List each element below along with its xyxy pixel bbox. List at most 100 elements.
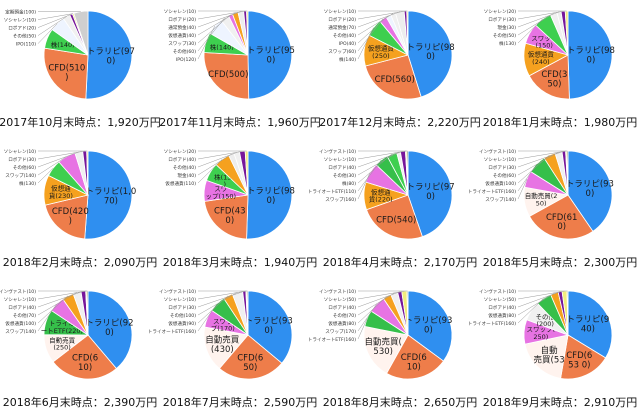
slice-tora bbox=[567, 150, 613, 232]
slice-label-auto: 自動売買(530) bbox=[365, 337, 402, 357]
slice-label-tora: トラリピ(92 0) bbox=[85, 318, 133, 337]
chart-title: 2018年6月末時点：2,390万円 bbox=[3, 395, 157, 409]
slice-label-rogo: ロボアド(30) bbox=[168, 304, 196, 311]
leader-line bbox=[37, 290, 87, 300]
slice-label-tsujo: 通常預金(70) bbox=[328, 24, 356, 31]
slice-label-etf: トライオートETF(160) bbox=[468, 321, 516, 327]
slice-label-swap: スワップ(150) bbox=[531, 34, 558, 49]
slice-label-sonota: その他(70) bbox=[333, 312, 356, 319]
leader-line bbox=[37, 151, 79, 168]
slice-label-tora: トラリピ(1,0 70) bbox=[85, 187, 136, 206]
leader-line bbox=[357, 318, 368, 340]
pie-chart-5: トラリピ(1,0 70)CFD(420) 仮想通貨(230) ソシャレン(10)ロボア… bbox=[3, 149, 157, 269]
slice-label-rogo: ロボアド(20) bbox=[8, 25, 36, 32]
chart-title: 2018年8月末時点：2,650万円 bbox=[323, 395, 477, 409]
slice-label-swap: スワップ(150) bbox=[206, 185, 236, 200]
slice-tora bbox=[247, 10, 293, 100]
leader-line bbox=[37, 23, 58, 44]
slice-label-cfd: CFD(3 50) bbox=[541, 70, 567, 89]
slice-label-auto: 自動売買(53 bbox=[534, 345, 565, 365]
slice-label-sonota: その他(200) bbox=[535, 312, 555, 328]
slice-label-ipo: IPO(40) bbox=[339, 41, 356, 47]
leader-line bbox=[37, 290, 84, 308]
slice-label-rogo: ロボアド(30) bbox=[8, 156, 36, 163]
leader-line bbox=[197, 25, 216, 60]
slice-label-kabu: 株(130) bbox=[214, 172, 235, 188]
slice-label-tora: トラリピ(98 0) bbox=[247, 187, 295, 206]
slice-label-inbesu: インヴァスト(10) bbox=[479, 288, 516, 295]
slice-label-sonyban: ソシャレン(10) bbox=[164, 9, 197, 15]
leader-line bbox=[357, 27, 374, 60]
leader-line bbox=[197, 14, 231, 44]
slice-auto bbox=[524, 334, 569, 379]
leader-line bbox=[357, 292, 395, 316]
pie-chart-7: トラリピ(97 0) CFD(540) 仮想通貨(220) インヴァスト(10) ソシャレ… bbox=[308, 148, 478, 269]
pie-chart-3: トラリピ(98 0) CFD(560) 仮想通貨(250) ソシャレン(10)ロボアド(… bbox=[319, 9, 480, 129]
slice-cfd bbox=[203, 52, 250, 100]
slice-label-rogo: ロボアド(40) bbox=[168, 156, 196, 163]
slice-label-etf: トライオートETF(220) bbox=[41, 320, 83, 335]
pie-chart-8: トラリピ(93 0) CFD(61 0) 自動売買(2 50) インヴァスト(10) ソシャレ… bbox=[468, 148, 638, 269]
slice-label-auto: 自動売買(430) bbox=[205, 334, 240, 354]
slice-label-kabu: 株(80) bbox=[342, 180, 356, 187]
slice-tora bbox=[407, 150, 453, 238]
slice-label-etf: トライオートETF(160) bbox=[308, 337, 356, 343]
slice-label-sonota: その他(100) bbox=[170, 312, 196, 319]
leader-line bbox=[37, 168, 54, 184]
slice-label-inbesu: インヴァスト(10) bbox=[319, 148, 356, 155]
leader-line bbox=[357, 304, 377, 332]
slice-label-kabu: 株(140) bbox=[339, 56, 356, 63]
slice-label-sonota: その他(60) bbox=[13, 164, 36, 171]
leader-line bbox=[197, 159, 223, 184]
slice-label-swap: スワップ(30) bbox=[168, 41, 196, 47]
slice-label-cfd: CFD(500) bbox=[208, 70, 248, 80]
slice-label-kaso: 仮想通貨(80) bbox=[488, 312, 516, 319]
leader-line bbox=[197, 151, 243, 160]
pie-chart-6: トラリピ(98 0)CFD(43 0) スワップ(150)株(130) ソシャレン(20… bbox=[163, 149, 317, 269]
slice-cfd bbox=[43, 47, 89, 100]
leader-line bbox=[517, 178, 528, 200]
slice-label-kaso: 仮想通貨(110) bbox=[165, 180, 196, 187]
slice-label-sonyban: ソシャレン(50) bbox=[324, 297, 357, 303]
leader-line bbox=[357, 18, 384, 52]
slice-label-sonyban: ソシャレン(10) bbox=[4, 297, 37, 303]
chart-title: 2018年1月末時点：1,980万円 bbox=[483, 115, 637, 129]
leader-line bbox=[197, 290, 247, 300]
leader-line bbox=[517, 150, 564, 168]
slice-label-sonota: その他(50) bbox=[493, 32, 516, 39]
slice-label-tora: トラリピ(98 0) bbox=[407, 43, 455, 62]
slice-tora bbox=[407, 10, 453, 98]
slice-label-sonota: その他(40) bbox=[173, 164, 196, 171]
slice-tora bbox=[87, 290, 133, 370]
slice-label-rogo: ロボアド(40) bbox=[8, 304, 36, 311]
slice-label-yokin: 定期預金(100) bbox=[5, 9, 36, 16]
leader-line bbox=[517, 298, 544, 324]
slice-label-inbesu: インヴァスト(10) bbox=[159, 288, 196, 295]
slice-label-sonyban: ソシャレン(50) bbox=[484, 297, 517, 303]
leader-line bbox=[197, 10, 246, 20]
slice-label-tsujo: 現金(40) bbox=[177, 172, 196, 179]
leader-line bbox=[197, 154, 232, 176]
slice-label-rogo: ロボアド(40) bbox=[328, 164, 356, 171]
slice-cfd bbox=[366, 194, 423, 240]
slice-label-swap: スワップ(60) bbox=[328, 49, 356, 55]
pie-chart-12: トラリピ(9 40) CFD(6 53 0)自動売買(53 スワップ(250)その他(2… bbox=[468, 288, 638, 409]
pie-chart-9: トラリピ(92 0) CFD(6 10) 自動売買(250)トライオートETF(220)… bbox=[0, 288, 157, 409]
slice-label-kaso: 仮想通貨(100) bbox=[5, 320, 36, 327]
slice-label-kaso: 仮想通貨(250) bbox=[368, 44, 395, 60]
slice-label-cfd: CFD(6 50) bbox=[237, 354, 263, 373]
slice-cfd bbox=[528, 54, 570, 100]
leader-line bbox=[357, 172, 371, 200]
leader-line bbox=[197, 12, 236, 36]
slice-label-tora: トラリピ(97 0) bbox=[87, 47, 135, 66]
leader-line bbox=[37, 304, 57, 332]
slice-tora bbox=[247, 290, 293, 364]
slice-label-cfd: CFD(510) bbox=[48, 64, 85, 83]
slice-label-cfd: CFD(43 0) bbox=[214, 207, 246, 226]
slice-label-inbesu: インヴァスト(10) bbox=[0, 288, 36, 295]
slice-label-sonyban: ソシャレン(10) bbox=[4, 149, 37, 155]
slice-label-inbesu: インヴァスト(10) bbox=[319, 288, 356, 295]
leader-line bbox=[517, 163, 537, 192]
chart-title: 2018年9月末時点：2,910万円 bbox=[483, 395, 637, 409]
